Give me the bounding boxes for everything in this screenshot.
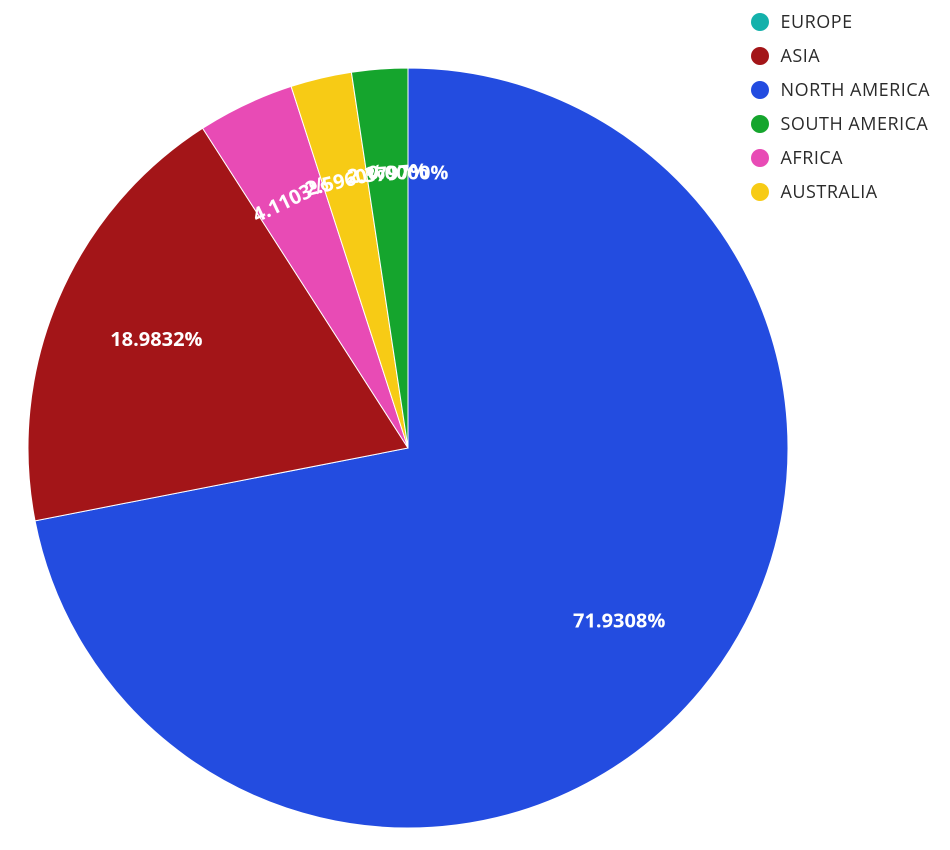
legend: EUROPE ASIA NORTH AMERICA SOUTH AMERICA AFRI… xyxy=(751,10,930,204)
legend-label: NORTH AMERICA xyxy=(781,78,930,102)
legend-swatch xyxy=(751,115,769,133)
legend-item: AFRICA xyxy=(751,146,930,170)
legend-item: EUROPE xyxy=(751,10,930,34)
legend-swatch xyxy=(751,183,769,201)
legend-swatch xyxy=(751,149,769,167)
slice-label: 71.9308% xyxy=(573,606,665,633)
legend-label: EUROPE xyxy=(781,10,853,34)
legend-item: AUSTRALIA xyxy=(751,180,930,204)
legend-label: SOUTH AMERICA xyxy=(781,112,929,136)
legend-label: AUSTRALIA xyxy=(781,180,878,204)
legend-item: ASIA xyxy=(751,44,930,68)
legend-swatch xyxy=(751,13,769,31)
slice-label: 0.0000% xyxy=(368,159,449,186)
legend-swatch xyxy=(751,81,769,99)
legend-label: ASIA xyxy=(781,44,821,68)
legend-item: NORTH AMERICA xyxy=(751,78,930,102)
chart-container: 4.1103%2.5960%2.3797%0.0000%71.9308%18.9… xyxy=(0,0,950,850)
legend-item: SOUTH AMERICA xyxy=(751,112,930,136)
slice-label: 18.9832% xyxy=(110,325,202,352)
legend-swatch xyxy=(751,47,769,65)
legend-label: AFRICA xyxy=(781,146,844,170)
